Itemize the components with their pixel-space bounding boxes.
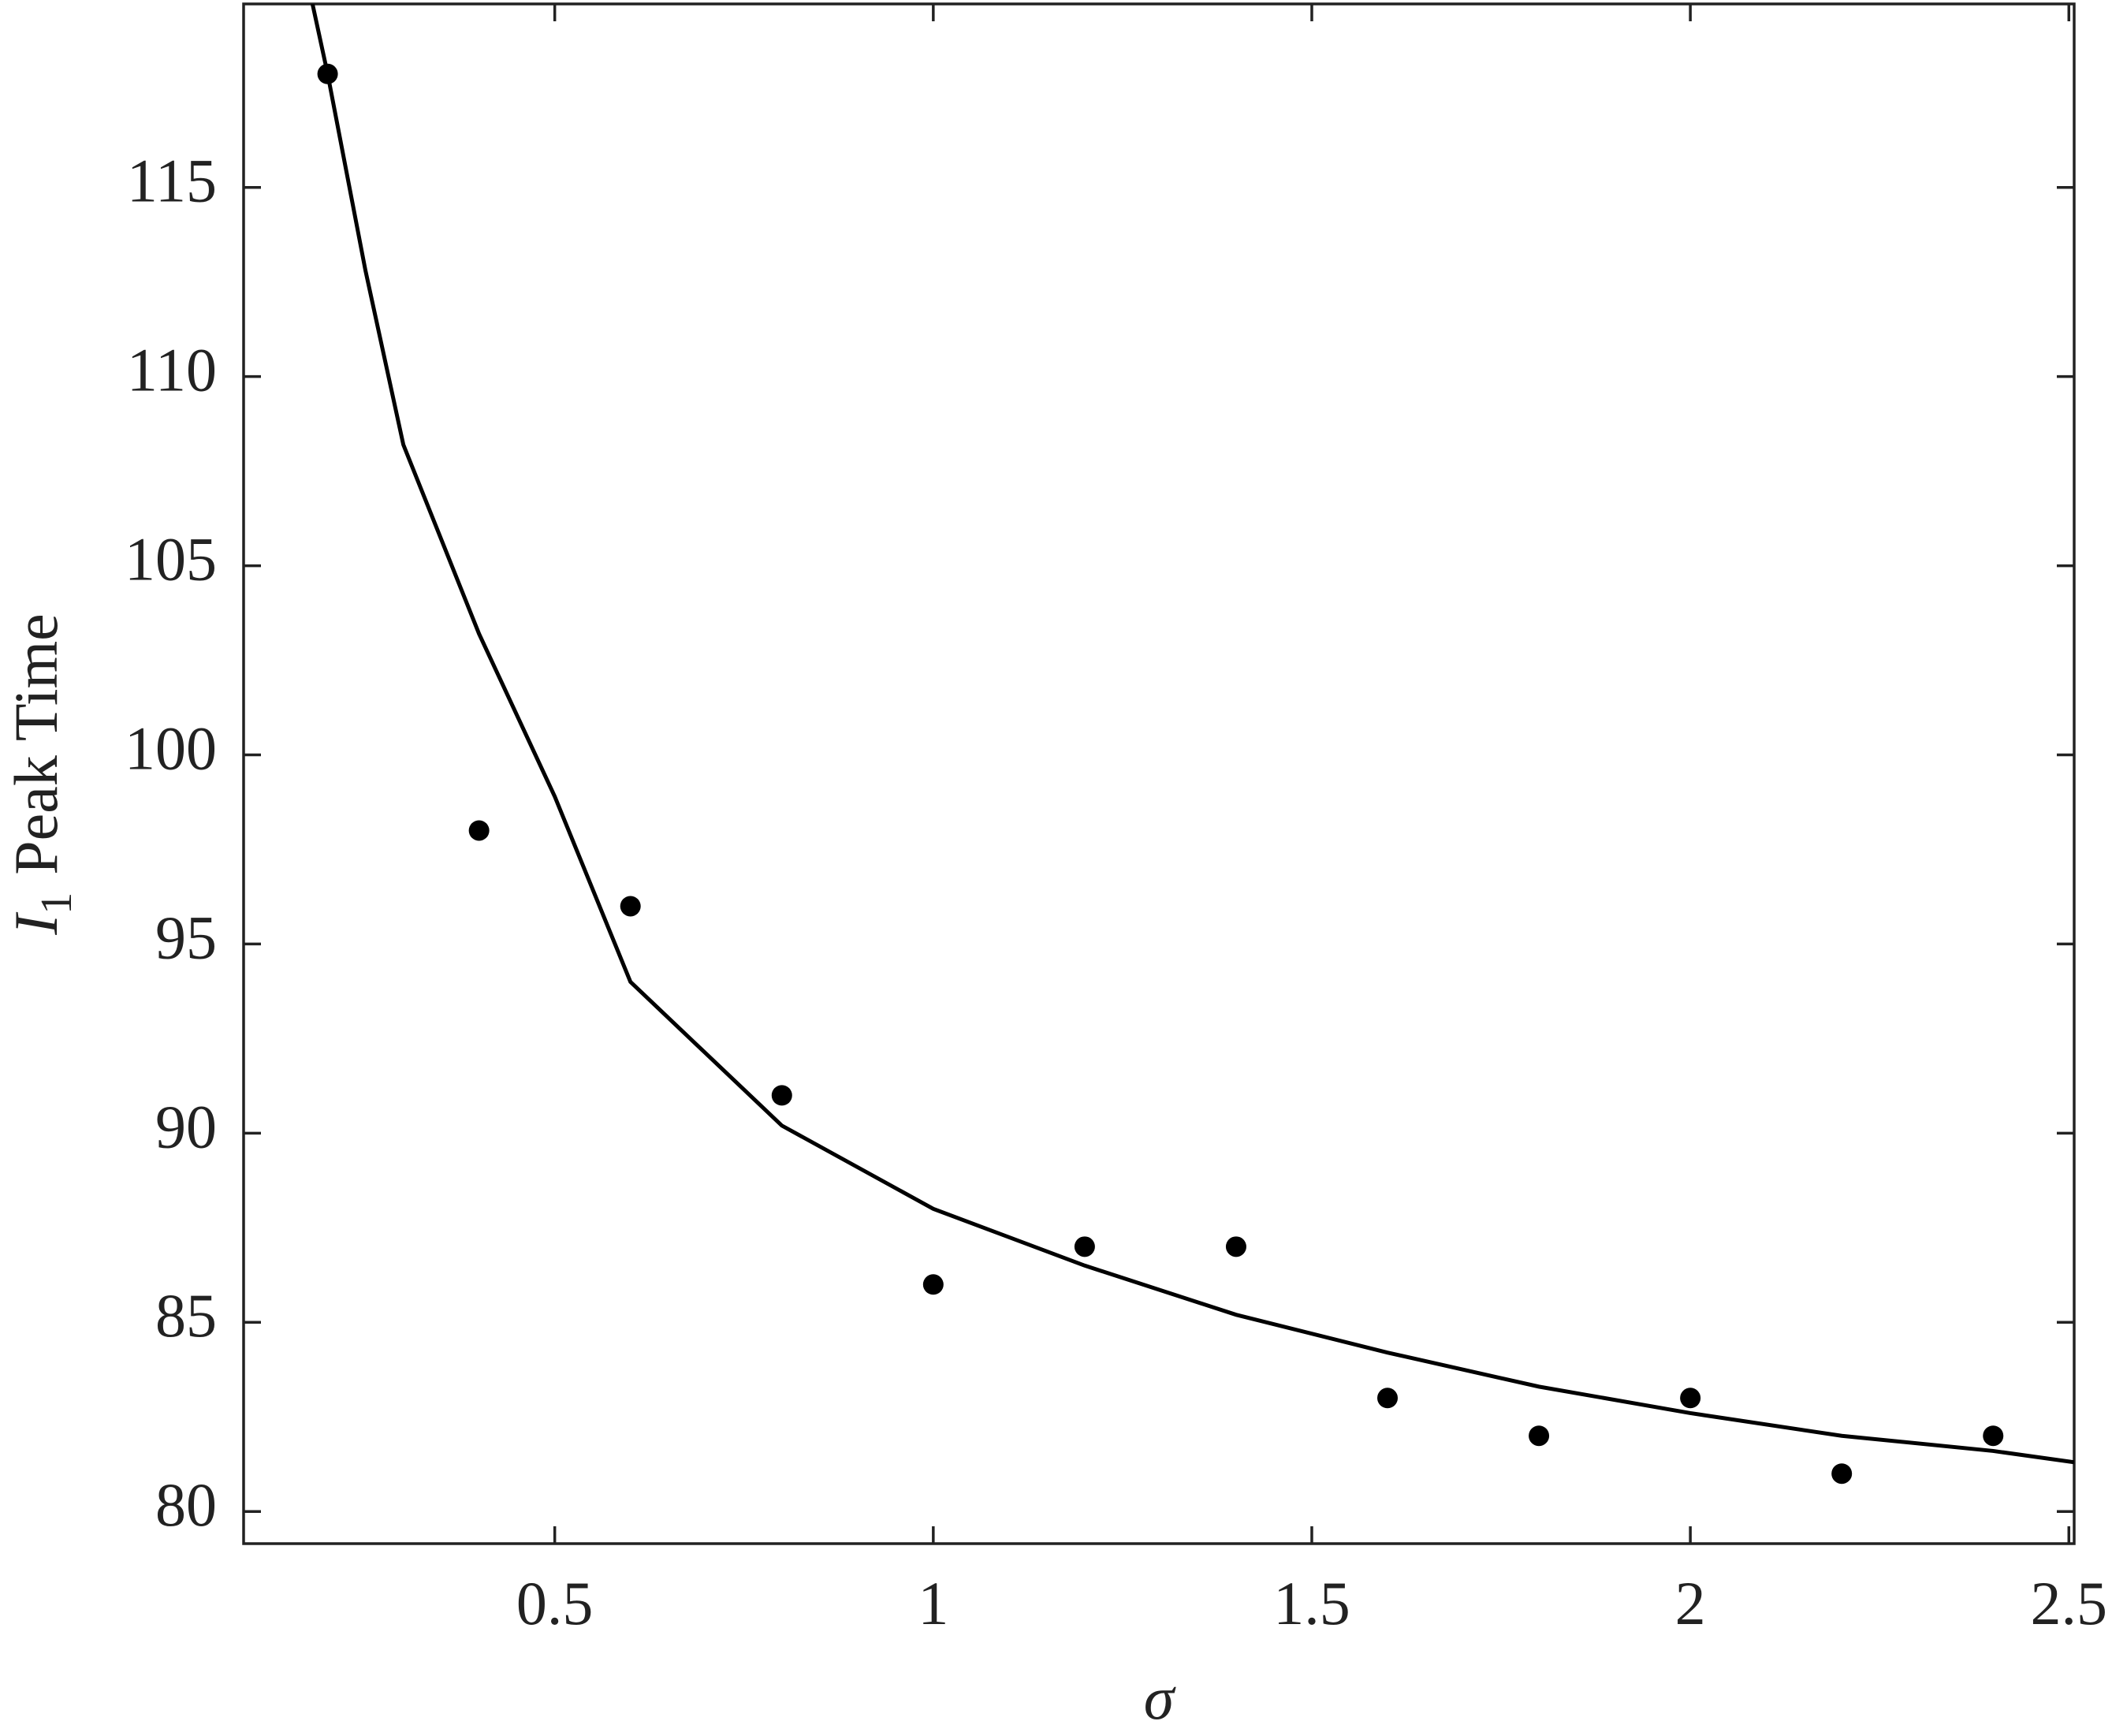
y-tick-label: 80 <box>155 1470 217 1539</box>
y-label-symbol: I <box>2 911 70 936</box>
data-point <box>1225 1236 1246 1257</box>
y-tick-label: 100 <box>125 713 217 782</box>
data-point <box>1680 1388 1701 1409</box>
y-tick-label: 110 <box>127 336 217 404</box>
data-point <box>1831 1463 1853 1485</box>
y-tick-label: 90 <box>155 1092 217 1160</box>
data-point <box>468 820 490 841</box>
fit-curve <box>310 4 2074 1465</box>
y-tick-label: 95 <box>155 903 217 971</box>
data-point <box>620 896 641 917</box>
y-tick-label: 85 <box>155 1281 217 1350</box>
x-tick-label: 2 <box>1675 1569 1706 1637</box>
x-tick-label: 1.5 <box>1273 1569 1350 1637</box>
x-tick-label: 0.5 <box>516 1569 594 1637</box>
x-axis-label: σ <box>1144 1663 1176 1732</box>
data-point <box>922 1274 944 1295</box>
data-point <box>771 1085 792 1106</box>
y-tick-label: 105 <box>125 524 217 593</box>
data-point <box>1529 1425 1550 1447</box>
y-axis-label: I1 Peak Time <box>2 613 81 936</box>
y-label-subscript: 1 <box>32 892 81 915</box>
x-tick-label: 1 <box>918 1569 948 1637</box>
data-point <box>1074 1236 1095 1257</box>
y-label-text: Peak Time <box>2 613 70 875</box>
data-point <box>1377 1388 1399 1409</box>
y-tick-label: 115 <box>127 147 217 215</box>
plot-frame <box>242 2 2076 1545</box>
data-point <box>1983 1425 2004 1447</box>
x-tick-label: 2.5 <box>2031 1569 2108 1637</box>
